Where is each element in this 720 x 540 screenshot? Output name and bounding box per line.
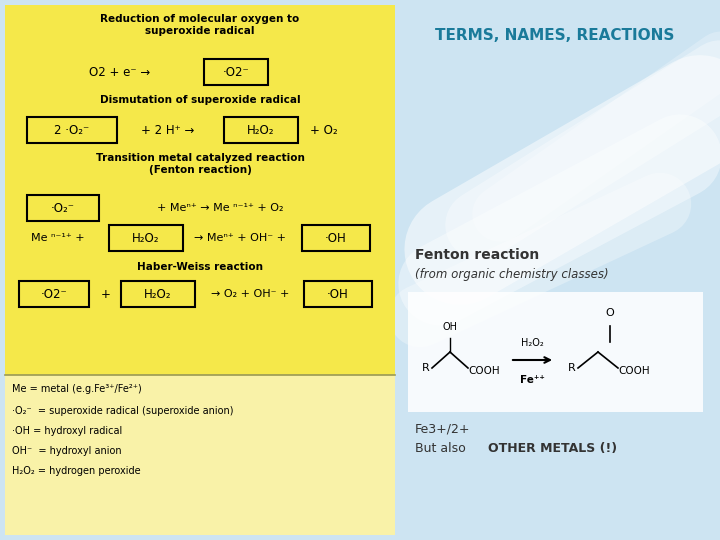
Text: OH⁻  = hydroxyl anion: OH⁻ = hydroxyl anion bbox=[12, 446, 122, 456]
Text: Fe3+/2+: Fe3+/2+ bbox=[415, 422, 470, 435]
Text: 2 ·O₂⁻: 2 ·O₂⁻ bbox=[55, 124, 89, 137]
Text: Haber-Weiss reaction: Haber-Weiss reaction bbox=[137, 262, 263, 272]
Text: ·O₂⁻  = superoxide radical (superoxide anion): ·O₂⁻ = superoxide radical (superoxide an… bbox=[12, 406, 233, 416]
Text: ·O₂⁻: ·O₂⁻ bbox=[51, 201, 75, 214]
Text: Transition metal catalyzed reaction
(Fenton reaction): Transition metal catalyzed reaction (Fen… bbox=[96, 153, 305, 174]
Text: + Meⁿ⁺ → Me ⁿ⁻¹⁺ + O₂: + Meⁿ⁺ → Me ⁿ⁻¹⁺ + O₂ bbox=[157, 203, 283, 213]
Text: H₂O₂: H₂O₂ bbox=[521, 338, 544, 348]
Text: ·O2⁻: ·O2⁻ bbox=[222, 65, 249, 78]
FancyBboxPatch shape bbox=[204, 59, 268, 85]
FancyBboxPatch shape bbox=[224, 117, 298, 143]
FancyBboxPatch shape bbox=[27, 195, 99, 221]
Text: OH: OH bbox=[443, 322, 457, 332]
FancyBboxPatch shape bbox=[302, 225, 370, 251]
Text: COOH: COOH bbox=[468, 366, 500, 376]
Text: Me ⁿ⁻¹⁺ +: Me ⁿ⁻¹⁺ + bbox=[31, 233, 85, 243]
FancyBboxPatch shape bbox=[19, 281, 89, 307]
Text: Dismutation of superoxide radical: Dismutation of superoxide radical bbox=[99, 95, 300, 105]
Bar bbox=[408, 292, 703, 412]
FancyBboxPatch shape bbox=[27, 117, 117, 143]
Text: + O₂: + O₂ bbox=[310, 124, 338, 137]
FancyBboxPatch shape bbox=[304, 281, 372, 307]
Text: + 2 H⁺ →: + 2 H⁺ → bbox=[141, 124, 194, 137]
Text: Fe⁺⁺: Fe⁺⁺ bbox=[520, 375, 544, 385]
Text: (from organic chemistry classes): (from organic chemistry classes) bbox=[415, 268, 608, 281]
Text: → Meⁿ⁺ + OH⁻ +: → Meⁿ⁺ + OH⁻ + bbox=[194, 233, 286, 243]
FancyBboxPatch shape bbox=[109, 225, 183, 251]
Text: ·O2⁻: ·O2⁻ bbox=[40, 287, 68, 300]
Text: ·OH = hydroxyl radical: ·OH = hydroxyl radical bbox=[12, 426, 122, 436]
Text: Fenton reaction: Fenton reaction bbox=[415, 248, 539, 262]
Text: COOH: COOH bbox=[618, 366, 649, 376]
Text: Me = metal (e.g.Fe³⁺/Fe²⁺): Me = metal (e.g.Fe³⁺/Fe²⁺) bbox=[12, 384, 142, 394]
Text: But also: But also bbox=[415, 442, 469, 455]
FancyBboxPatch shape bbox=[121, 281, 195, 307]
Text: O: O bbox=[606, 308, 614, 318]
Bar bbox=[5, 5, 395, 375]
Text: Reduction of molecular oxygen to
superoxide radical: Reduction of molecular oxygen to superox… bbox=[100, 14, 300, 36]
Text: H₂O₂: H₂O₂ bbox=[247, 124, 275, 137]
Text: +: + bbox=[101, 287, 111, 300]
Text: R: R bbox=[568, 363, 576, 373]
Text: H₂O₂: H₂O₂ bbox=[144, 287, 172, 300]
Text: OTHER METALS (!): OTHER METALS (!) bbox=[488, 442, 617, 455]
Text: H₂O₂ = hydrogen peroxide: H₂O₂ = hydrogen peroxide bbox=[12, 466, 140, 476]
Text: R: R bbox=[422, 363, 430, 373]
Text: TERMS, NAMES, REACTIONS: TERMS, NAMES, REACTIONS bbox=[436, 28, 675, 43]
Text: → O₂ + OH⁻ +: → O₂ + OH⁻ + bbox=[211, 289, 289, 299]
Text: H₂O₂: H₂O₂ bbox=[132, 232, 160, 245]
Text: ·OH: ·OH bbox=[327, 287, 349, 300]
Text: O2 + e⁻ →: O2 + e⁻ → bbox=[89, 65, 150, 78]
Text: ·OH: ·OH bbox=[325, 232, 347, 245]
Bar bbox=[5, 375, 395, 535]
